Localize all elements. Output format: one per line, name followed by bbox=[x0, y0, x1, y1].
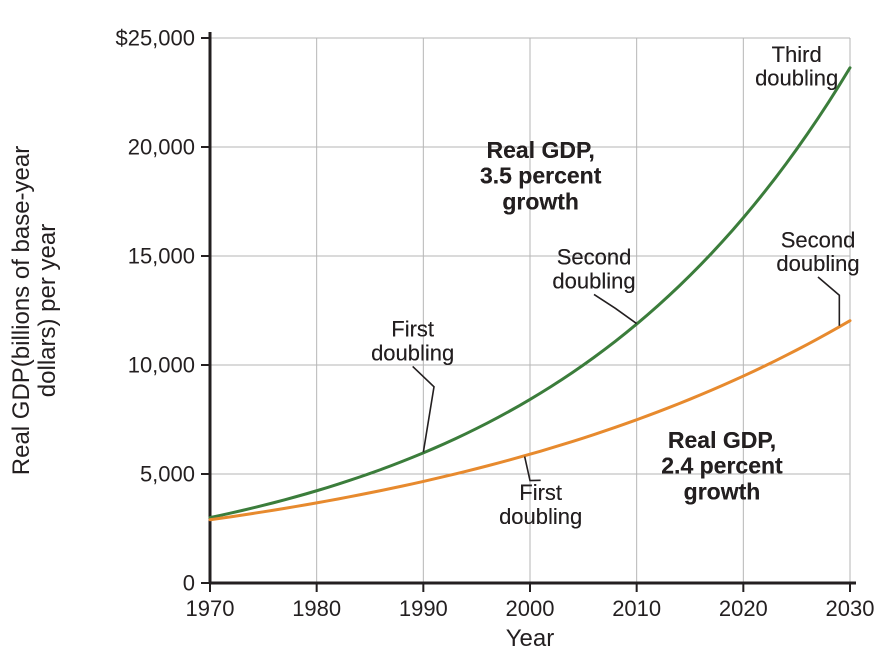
gdp-growth-chart: 1970 1980 1990 2000 2010 2020 2030 0 5,000 10,000… bbox=[0, 0, 880, 671]
y-tick-label: 10,000 bbox=[128, 353, 195, 378]
svg-text:Real GDP(billions of base-year: Real GDP(billions of base-year bbox=[8, 146, 35, 475]
series-label-gdp35: 3.5 percent bbox=[480, 163, 602, 189]
x-tick-label: 2030 bbox=[826, 596, 875, 621]
annotation-gdp35-0: First bbox=[391, 317, 434, 342]
chart-svg: 1970 1980 1990 2000 2010 2020 2030 0 5,000 10,000… bbox=[0, 0, 880, 671]
x-tick-label: 2000 bbox=[506, 596, 555, 621]
annotation-gdp24-1: doubling bbox=[776, 251, 859, 276]
chart-bg bbox=[0, 0, 880, 671]
annotation-gdp35-2: doubling bbox=[755, 66, 838, 91]
series-label-gdp35: Real GDP, bbox=[487, 137, 595, 163]
x-tick-label: 1990 bbox=[399, 596, 448, 621]
annotation-gdp35-1: Second bbox=[557, 245, 632, 270]
x-tick-label: 2010 bbox=[612, 596, 661, 621]
y-tick-label: 5,000 bbox=[140, 462, 195, 487]
x-tick-label: 2020 bbox=[719, 596, 768, 621]
series-label-gdp24: 2.4 percent bbox=[661, 453, 783, 479]
annotation-gdp24-0: First bbox=[519, 480, 562, 505]
y-tick-label: $25,000 bbox=[115, 26, 195, 51]
series-label-gdp24: Real GDP, bbox=[668, 427, 776, 453]
series-label-gdp35: growth bbox=[502, 188, 579, 214]
annotation-gdp35-2: Third bbox=[772, 42, 822, 67]
annotation-gdp24-1: Second bbox=[781, 227, 856, 252]
annotation-gdp35-0: doubling bbox=[371, 340, 454, 365]
y-tick-label: 0 bbox=[183, 571, 195, 596]
y-tick-label: 15,000 bbox=[128, 244, 195, 269]
series-label-gdp24: growth bbox=[684, 478, 761, 504]
y-tick-label: 20,000 bbox=[128, 135, 195, 160]
annotation-gdp35-1: doubling bbox=[552, 268, 635, 293]
x-axis-label: Year bbox=[506, 625, 555, 652]
svg-text:dollars) per year: dollars) per year bbox=[34, 224, 61, 397]
x-tick-label: 1970 bbox=[186, 596, 235, 621]
x-tick-label: 1980 bbox=[292, 596, 341, 621]
annotation-gdp24-0: doubling bbox=[499, 504, 582, 529]
